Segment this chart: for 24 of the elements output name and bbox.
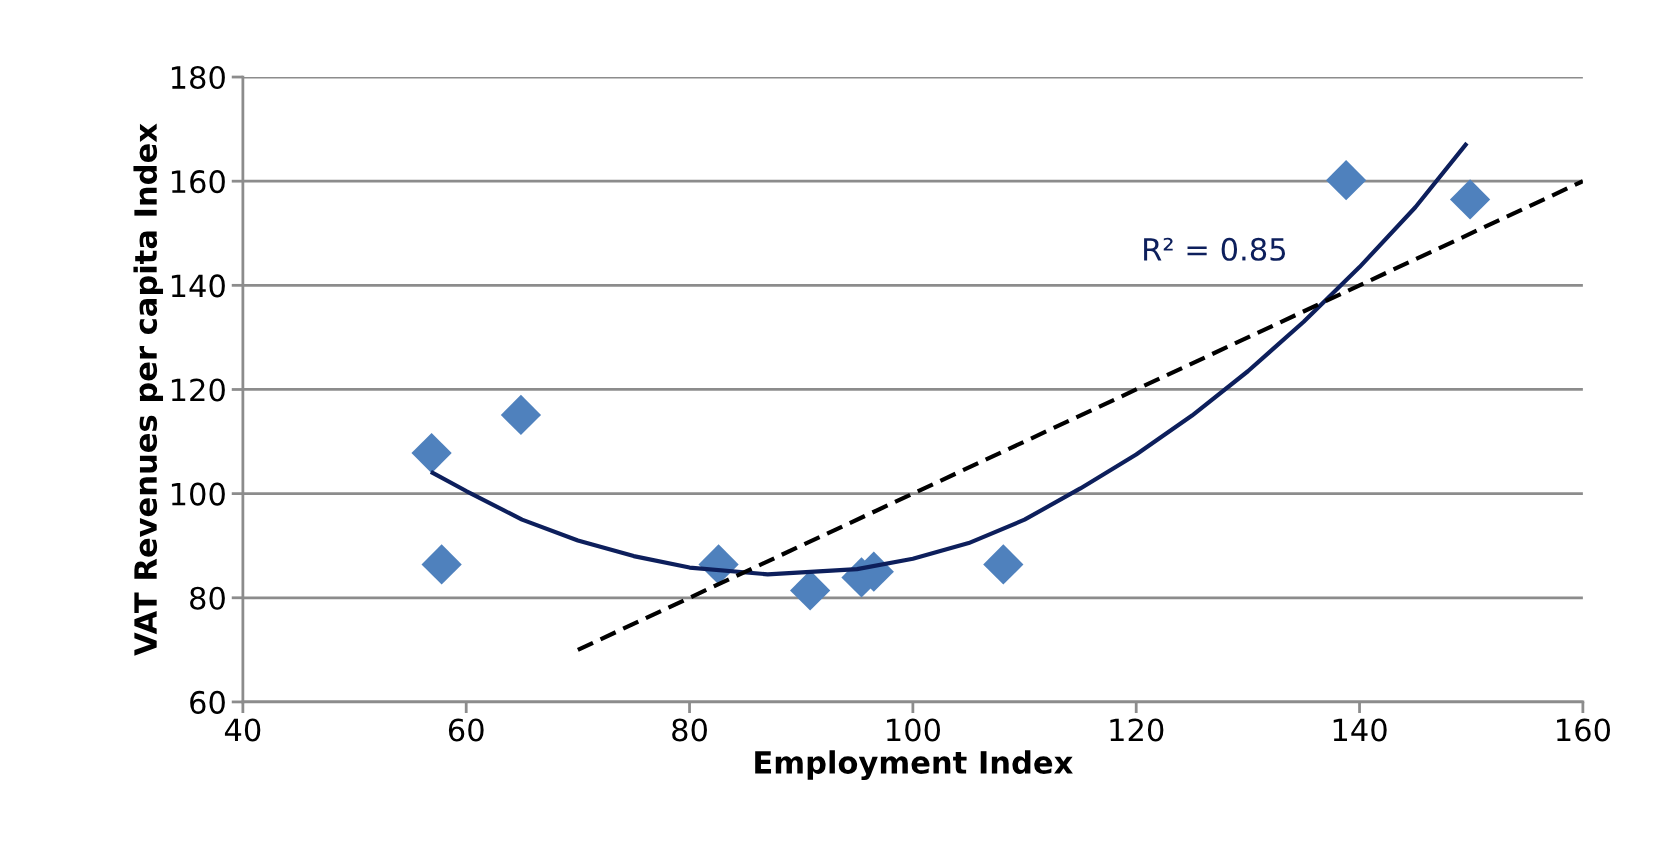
x-tick-label: 60 bbox=[448, 718, 484, 742]
x-tick-label: 160 bbox=[1557, 718, 1611, 742]
y-tick-label: 160 bbox=[171, 170, 225, 194]
annotation: R² = 0.85 bbox=[1144, 237, 1285, 261]
point bbox=[1449, 179, 1491, 220]
y-tick-label: 80 bbox=[190, 586, 225, 610]
x-tick-label: 80 bbox=[672, 718, 707, 742]
y-axis-title: VAT Revenues per capita Index bbox=[133, 123, 164, 656]
point bbox=[411, 432, 452, 474]
point bbox=[421, 544, 462, 585]
point bbox=[500, 394, 542, 436]
y-tick-label: 180 bbox=[171, 65, 225, 90]
point bbox=[1326, 160, 1367, 201]
point bbox=[983, 544, 1024, 585]
y-tick-label: 120 bbox=[171, 378, 225, 402]
x-tick-label: 40 bbox=[224, 718, 261, 742]
y-tick-label: 140 bbox=[171, 274, 225, 298]
y-tick-label: 60 bbox=[190, 690, 225, 714]
x-axis-title: Employment Index bbox=[755, 750, 1073, 781]
x-tick-label: 120 bbox=[1110, 718, 1164, 742]
y-tick-label: 100 bbox=[171, 482, 225, 506]
x-tick-label: 100 bbox=[887, 718, 941, 742]
line-series bbox=[430, 142, 1468, 577]
x-tick-label: 140 bbox=[1333, 718, 1387, 742]
